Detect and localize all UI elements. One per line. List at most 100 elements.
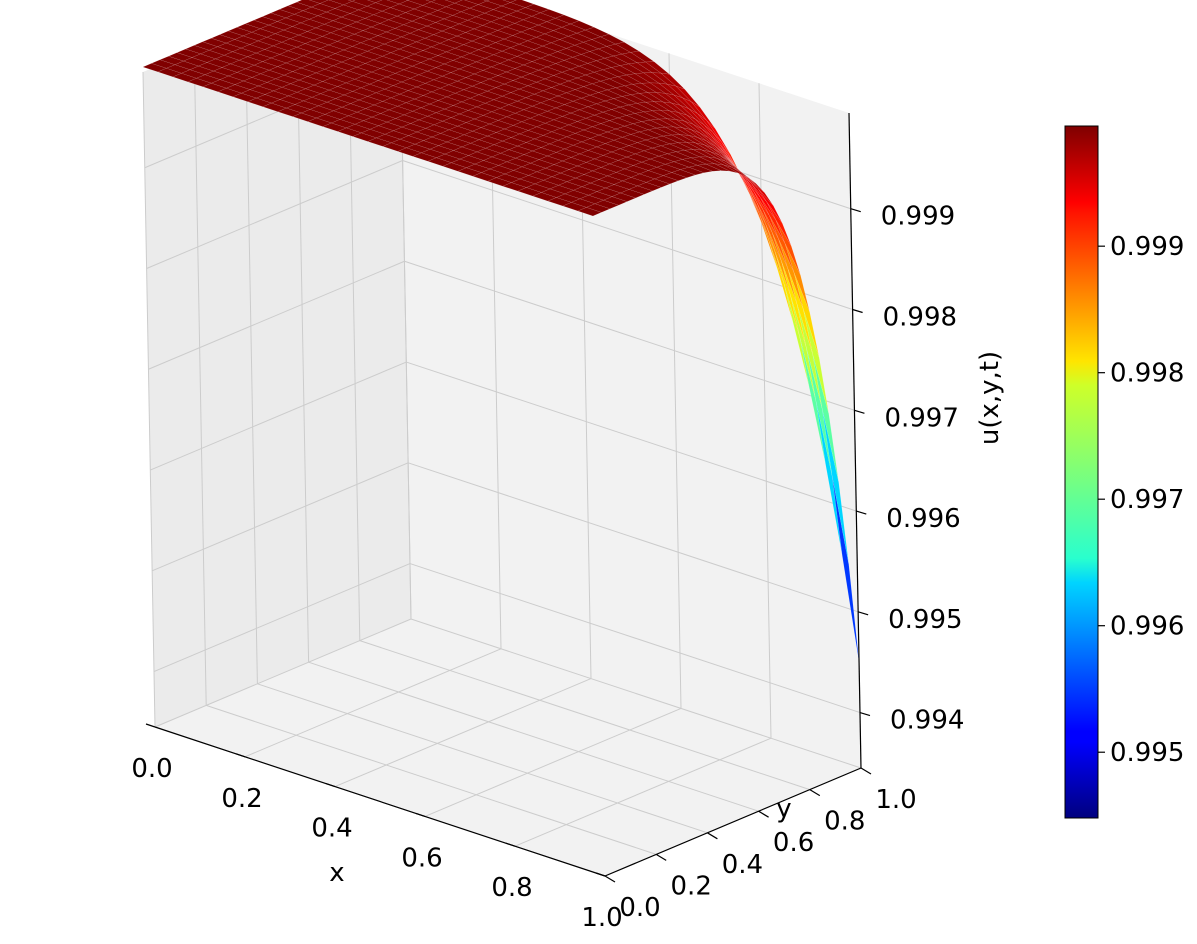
- left-wall-gridline-z: [153, 563, 411, 673]
- floor-gridline-y: [359, 640, 810, 791]
- colorbar-tick-label: 0.998: [1110, 359, 1184, 389]
- z-tick-mark: [859, 712, 871, 717]
- colorbar-ticks: 0.995 0.996 0.997 0.998 0.999: [1098, 232, 1184, 768]
- y-tick-mark: [655, 853, 667, 861]
- surface-patch: [628, 185, 654, 195]
- floor-gridline-y: [410, 618, 862, 769]
- y-tick-label: 0.0: [619, 893, 660, 923]
- x-tick-mark: [235, 753, 246, 758]
- y-tick-label: 0.4: [722, 850, 763, 880]
- surface-patch: [611, 192, 637, 202]
- left-wall-gridline-z: [148, 260, 405, 370]
- z-axis-line: [848, 112, 862, 769]
- floor-gridline-y: [257, 683, 708, 834]
- surface-patch: [822, 409, 849, 564]
- surface-patch: [594, 199, 620, 210]
- x-tick-label: 0.4: [311, 814, 352, 844]
- back-wall-gridline-z: [407, 462, 859, 613]
- surface-patch: [793, 272, 820, 358]
- y-tick-label: 0.8: [824, 807, 865, 837]
- z-tick-label: 0.996: [886, 504, 960, 534]
- surface-patch: [671, 169, 697, 178]
- z-axis-label: u(x,y,t): [975, 351, 1005, 445]
- colorbar-tick-label: 0.997: [1110, 485, 1184, 515]
- surface-patch: [714, 163, 739, 174]
- y-tick-label: 0.2: [671, 871, 712, 901]
- x-tick-label: 0.6: [401, 843, 442, 873]
- x-tick-label: 0.8: [491, 873, 532, 903]
- z-tick-label: 0.994: [890, 706, 964, 736]
- surface-patch: [602, 196, 628, 206]
- left-wall-gridline-z: [151, 462, 409, 572]
- gridlines: [142, 0, 862, 877]
- left-wall-gridline-y: [142, 71, 156, 728]
- back-wall-gridline-z: [406, 361, 857, 512]
- axis-lines: [145, 112, 872, 883]
- back-wall-pane: [399, 0, 861, 768]
- x-tick-mark: [145, 723, 156, 728]
- x-tick-label: 1.0: [581, 903, 622, 933]
- surface-patch: [619, 189, 645, 199]
- floor-gridline-x: [424, 707, 682, 817]
- surface-patch: [577, 207, 603, 217]
- x-tick-mark: [505, 842, 516, 847]
- z-tick-label: 0.999: [881, 202, 955, 232]
- colorbar: 0.995 0.996 0.997 0.998 0.999: [1064, 125, 1184, 819]
- floor-pane: [155, 619, 861, 876]
- floor-gridline-x: [334, 678, 592, 788]
- y-tick-label: 1.0: [875, 785, 916, 815]
- z-tick-label: 0.998: [883, 303, 957, 333]
- colorbar-tick-label: 0.995: [1110, 738, 1184, 768]
- z-tick-mark: [852, 308, 863, 314]
- colorbar-tick-label: 0.996: [1110, 612, 1184, 642]
- left-wall-gridline-y: [244, 28, 258, 684]
- surface-patch: [585, 203, 611, 213]
- floor-gridline-y: [308, 661, 759, 812]
- back-wall-gridline-z: [402, 160, 853, 310]
- x-axis-label: x: [329, 858, 344, 888]
- y-axis-label: y: [776, 794, 791, 824]
- colorbar-tick-label: 0.999: [1110, 232, 1184, 262]
- x-tick-mark: [595, 872, 606, 877]
- z-tick-label: 0.997: [884, 403, 958, 433]
- x-tick-mark: [415, 812, 426, 817]
- floor-gridline-y: [206, 704, 657, 855]
- surface-patch: [731, 167, 756, 184]
- axis-panes: [143, 0, 861, 876]
- left-wall-pane: [143, 0, 411, 727]
- y-tick-mark: [758, 810, 769, 818]
- left-wall-gridline-z: [150, 361, 407, 471]
- floor-gridline-x: [514, 737, 772, 847]
- surface-patch: [705, 163, 730, 172]
- z-tick-mark: [854, 409, 865, 414]
- left-wall-gridline-y: [193, 50, 207, 706]
- y-axis-line: [604, 767, 862, 877]
- surface-patch: [483, 0, 490, 2]
- x-tick-mark: [325, 783, 336, 788]
- floor-gridline-x: [154, 618, 412, 728]
- y-tick-label: 0.6: [773, 828, 814, 858]
- back-wall-gridline-z: [409, 563, 861, 714]
- x-tick-label: 0.2: [221, 784, 262, 814]
- back-wall-gridline-z: [404, 260, 855, 411]
- y-tick-mark: [809, 789, 821, 797]
- surface-patch: [645, 178, 671, 188]
- surface-patch: [347, 0, 356, 2]
- surface-plot: [142, 0, 860, 663]
- surface-patch: [636, 182, 662, 192]
- z-tick-mark: [850, 208, 861, 213]
- z-tick-mark: [857, 611, 869, 616]
- tick-labels: 0.00.20.40.60.81.00.00.20.40.60.81.00.99…: [131, 202, 964, 933]
- x-axis-line: [154, 726, 606, 877]
- x-tick-label: 0.0: [131, 754, 172, 784]
- y-tick-mark: [707, 832, 718, 840]
- y-tick-mark: [604, 875, 616, 883]
- colorbar-gradient: [1064, 125, 1099, 819]
- z-tick-mark: [856, 510, 867, 515]
- surface-patch: [784, 242, 810, 312]
- floor-gridline-x: [244, 648, 502, 758]
- z-tick-label: 0.995: [888, 605, 962, 635]
- surface-patch: [679, 166, 705, 176]
- y-tick-mark: [860, 767, 872, 775]
